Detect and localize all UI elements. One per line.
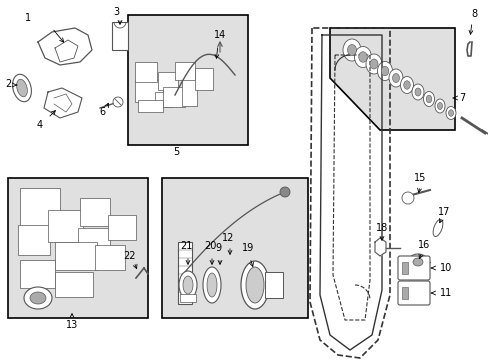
Bar: [401, 262, 407, 274]
Circle shape: [113, 97, 123, 107]
Ellipse shape: [179, 271, 197, 299]
Bar: [95, 245, 125, 270]
Ellipse shape: [13, 74, 31, 102]
Bar: [155, 92, 173, 107]
Bar: [135, 62, 157, 82]
Ellipse shape: [412, 258, 422, 266]
Text: 12: 12: [222, 233, 234, 243]
Bar: [162, 178, 307, 318]
Ellipse shape: [400, 77, 413, 94]
Ellipse shape: [423, 91, 434, 107]
Bar: [138, 100, 163, 112]
Bar: [48, 210, 83, 242]
Ellipse shape: [434, 99, 444, 113]
Ellipse shape: [403, 81, 409, 89]
Ellipse shape: [24, 287, 52, 309]
Text: 4: 4: [37, 120, 43, 130]
Bar: [264, 272, 283, 298]
Bar: [195, 68, 213, 90]
Ellipse shape: [388, 69, 402, 87]
Ellipse shape: [426, 95, 431, 103]
Text: 10: 10: [439, 263, 451, 273]
Ellipse shape: [347, 45, 356, 55]
Ellipse shape: [437, 103, 442, 109]
Text: 20: 20: [203, 241, 216, 251]
Ellipse shape: [17, 79, 27, 97]
FancyBboxPatch shape: [397, 281, 429, 305]
Text: 15: 15: [413, 173, 426, 183]
Text: 8: 8: [470, 9, 476, 19]
Ellipse shape: [369, 59, 377, 69]
Ellipse shape: [342, 39, 360, 61]
Bar: [55, 272, 93, 297]
Ellipse shape: [241, 261, 268, 309]
Text: 7: 7: [458, 93, 464, 103]
Bar: [55, 242, 97, 270]
Polygon shape: [44, 88, 82, 118]
Text: 2: 2: [5, 79, 11, 89]
Ellipse shape: [432, 220, 442, 237]
Text: 6: 6: [99, 107, 105, 117]
Text: 3: 3: [113, 7, 119, 17]
Bar: [78, 228, 110, 258]
Text: 18: 18: [375, 223, 387, 233]
Circle shape: [401, 192, 413, 204]
Text: 11: 11: [439, 288, 451, 298]
Ellipse shape: [183, 276, 193, 294]
Text: 21: 21: [180, 241, 192, 251]
Ellipse shape: [377, 62, 392, 81]
Bar: [128, 15, 247, 145]
Circle shape: [280, 187, 289, 197]
Ellipse shape: [447, 110, 452, 116]
Ellipse shape: [245, 267, 264, 303]
Bar: [20, 260, 55, 288]
Bar: [163, 87, 184, 107]
Ellipse shape: [407, 254, 427, 270]
Text: 5: 5: [173, 147, 179, 157]
Text: 19: 19: [242, 243, 254, 253]
Text: 13: 13: [66, 320, 78, 330]
Bar: [135, 80, 163, 102]
Bar: [175, 62, 195, 80]
Text: 22: 22: [123, 251, 136, 261]
Text: 14: 14: [213, 30, 225, 40]
Text: 1: 1: [25, 13, 31, 23]
Ellipse shape: [354, 46, 371, 68]
Ellipse shape: [414, 88, 420, 96]
Ellipse shape: [358, 52, 366, 62]
Bar: [158, 72, 178, 90]
FancyBboxPatch shape: [397, 256, 429, 280]
Bar: [18, 225, 50, 255]
Ellipse shape: [381, 66, 388, 76]
Text: 9: 9: [215, 243, 221, 253]
Ellipse shape: [365, 54, 381, 74]
Bar: [80, 198, 110, 226]
Polygon shape: [374, 238, 385, 256]
Text: 16: 16: [417, 240, 429, 250]
Ellipse shape: [206, 273, 217, 297]
Ellipse shape: [30, 292, 46, 304]
Ellipse shape: [392, 73, 399, 82]
Bar: [182, 78, 197, 106]
Bar: [401, 287, 407, 299]
Ellipse shape: [203, 267, 221, 303]
Polygon shape: [329, 28, 454, 130]
Bar: [8, 178, 148, 318]
Text: 17: 17: [437, 207, 449, 217]
Bar: [20, 188, 60, 226]
Bar: [108, 215, 136, 240]
Ellipse shape: [445, 107, 455, 120]
Bar: [178, 242, 192, 304]
Bar: [180, 294, 196, 302]
Ellipse shape: [411, 84, 423, 100]
Polygon shape: [38, 28, 92, 65]
Bar: [112, 22, 128, 50]
